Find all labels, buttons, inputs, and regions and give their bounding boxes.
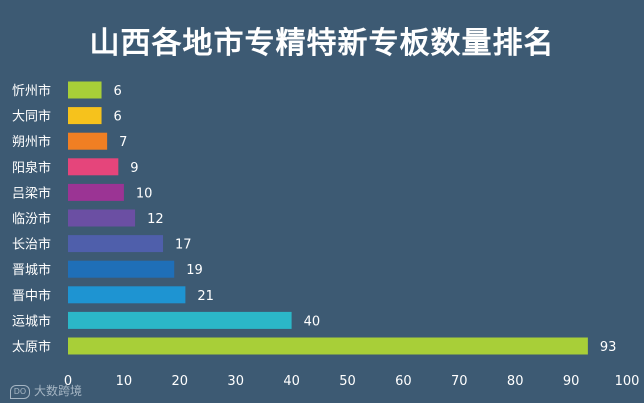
value-label: 21 <box>197 289 214 304</box>
x-tick-label: 60 <box>395 374 412 389</box>
x-tick-label: 70 <box>451 374 468 389</box>
x-tick-label: 10 <box>116 374 133 389</box>
bar-朔州市 <box>68 132 108 150</box>
category-label: 晋城市 <box>12 262 51 278</box>
value-label: 17 <box>175 238 192 253</box>
value-label: 10 <box>136 186 153 201</box>
x-tick-label: 90 <box>563 374 580 389</box>
value-label: 6 <box>114 110 122 125</box>
value-label: 9 <box>130 161 138 176</box>
category-label: 吕梁市 <box>12 185 51 201</box>
category-label: 阳泉市 <box>12 160 51 176</box>
bar-运城市 <box>68 311 292 329</box>
category-label: 忻州市 <box>12 83 51 99</box>
category-label: 长治市 <box>12 237 51 253</box>
x-tick-label: 40 <box>283 374 300 389</box>
category-label: 朔州市 <box>12 134 51 150</box>
value-label: 6 <box>114 84 122 99</box>
category-label: 临汾市 <box>12 211 51 227</box>
value-label: 7 <box>119 135 127 150</box>
bar-晋城市 <box>68 260 175 278</box>
bar-忻州市 <box>68 81 102 99</box>
value-label: 93 <box>600 340 617 355</box>
category-label: 太原市 <box>12 339 51 355</box>
bar-吕梁市 <box>68 183 124 201</box>
value-label: 19 <box>186 263 203 278</box>
value-label: 12 <box>147 212 164 227</box>
category-label: 晋中市 <box>12 288 51 304</box>
chart-title: 山西各地市专精特新专板数量排名 <box>89 26 555 61</box>
bar-太原市 <box>68 337 588 355</box>
bar-大同市 <box>68 107 102 125</box>
x-tick-label: 100 <box>615 374 640 389</box>
x-tick-label: 30 <box>227 374 244 389</box>
watermark: DO 大数跨境 <box>10 382 82 399</box>
value-label: 40 <box>304 314 321 329</box>
x-tick-label: 50 <box>339 374 356 389</box>
bar-长治市 <box>68 235 164 253</box>
watermark-text: 大数跨境 <box>34 384 83 398</box>
x-tick-label: 0 <box>64 374 72 389</box>
x-tick-label: 20 <box>172 374 189 389</box>
x-tick-label: 80 <box>507 374 524 389</box>
category-label: 运城市 <box>12 313 51 329</box>
bar-阳泉市 <box>68 158 119 176</box>
bar-晋中市 <box>68 286 186 304</box>
watermark-logo-icon: DO <box>10 384 30 399</box>
category-label: 大同市 <box>12 109 51 125</box>
bar-临汾市 <box>68 209 136 227</box>
